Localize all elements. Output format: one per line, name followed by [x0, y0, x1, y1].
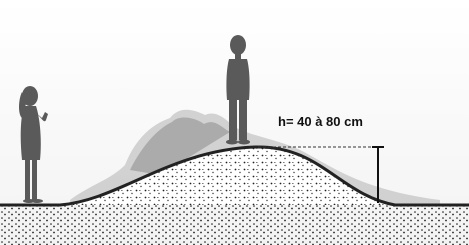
illustration: h= 40 à 80 cm [0, 0, 469, 245]
ground [0, 205, 469, 245]
page: h= 40 à 80 cm (() => { const data = JSON… [0, 0, 469, 245]
height-label: h= 40 à 80 cm [278, 114, 363, 129]
